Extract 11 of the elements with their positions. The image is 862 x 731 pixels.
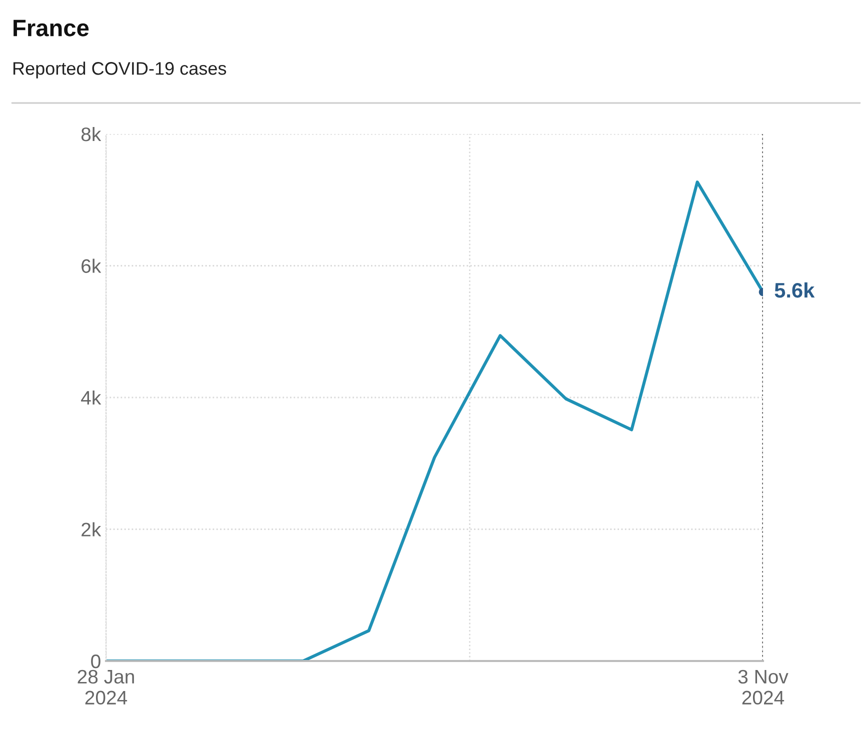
chart-title: France: [14, 20, 89, 36]
x-tick-label: 3 Nov 2024: [738, 670, 788, 705]
line-series: [106, 180, 763, 661]
y-tick-label: 0: [91, 654, 100, 668]
data-label: 5.6k: [774, 282, 815, 298]
y-tick-label: 6k: [82, 258, 102, 273]
y-tick-label: 4k: [81, 390, 102, 405]
y-tick-label: 2k: [82, 522, 102, 536]
x-tick-label: 28 Jan 2024: [78, 670, 134, 705]
y-tick-label: 8k: [81, 126, 102, 142]
chart-subtitle: Reported COVID-19 cases: [13, 62, 226, 78]
